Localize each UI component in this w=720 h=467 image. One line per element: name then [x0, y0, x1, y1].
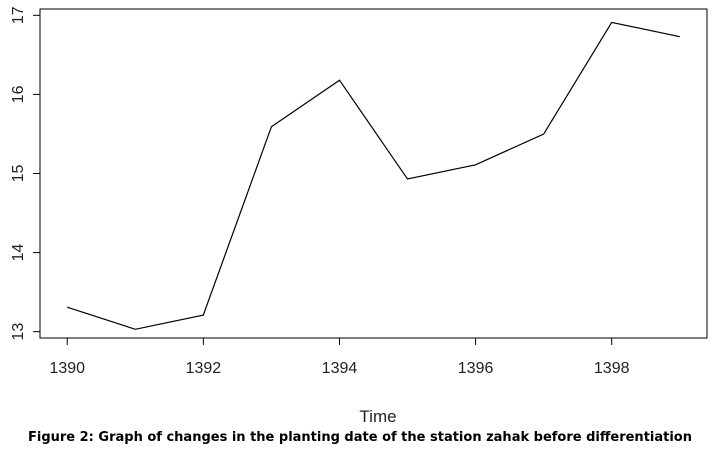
y-tick-label: 13 — [10, 323, 27, 341]
series-line — [67, 21, 680, 330]
y-tick-label: 15 — [10, 165, 27, 183]
x-tick-label: 1398 — [594, 360, 630, 377]
y-tick-label: 16 — [10, 85, 27, 103]
x-axis: 1390 1392 1394 1396 1398 — [49, 338, 630, 377]
figure-caption: Figure 2: Graph of changes in the planti… — [27, 430, 692, 445]
y-axis: 13 14 15 16 17 — [10, 6, 40, 341]
y-tick-label: 14 — [10, 244, 27, 262]
x-tick-label: 1392 — [186, 360, 222, 377]
plot-frame — [39, 8, 708, 339]
x-tick-label: 1394 — [322, 360, 358, 377]
x-axis-title: Time — [359, 407, 396, 426]
x-tick-label: 1396 — [458, 360, 494, 377]
x-tick-label: 1390 — [49, 360, 85, 377]
y-tick-label: 17 — [10, 6, 27, 24]
